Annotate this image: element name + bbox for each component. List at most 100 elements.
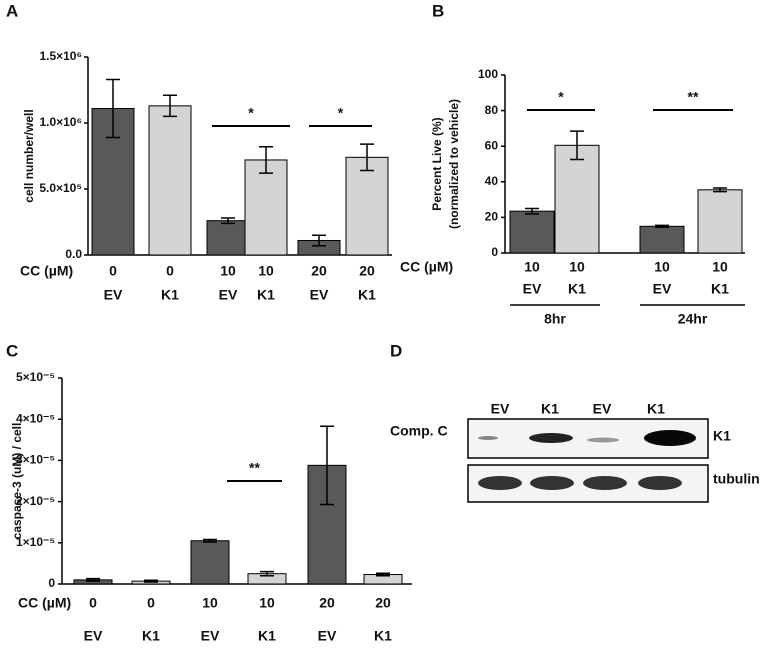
y-axis-label: Percent Live (%) [430, 117, 444, 210]
y-tick-label: 0.0 [65, 247, 82, 261]
x-group-label: EV [523, 281, 542, 297]
x-tick-label: 20 [359, 263, 375, 279]
x-group-label: K1 [374, 628, 392, 644]
x-tick-label: 0 [89, 595, 97, 611]
error-bar [713, 187, 727, 193]
x-axis-label: CC (µM) [18, 595, 71, 611]
lane-label: K1 [647, 401, 665, 417]
error-bar [259, 146, 273, 174]
y-tick-label: 2×10⁻⁵ [16, 494, 55, 508]
error-bar [360, 143, 374, 172]
panel-letter: A [6, 1, 18, 20]
error-bar [320, 425, 334, 506]
significance-label: ** [688, 89, 699, 105]
x-tick-label: 10 [220, 263, 236, 279]
x-group-label: K1 [711, 281, 729, 297]
x-tick-label: 20 [311, 263, 327, 279]
x-group-label: EV [104, 287, 123, 303]
x-tick-label: 0 [147, 595, 155, 611]
bar [244, 159, 288, 256]
y-axis-label: (normalized to vehicle) [447, 99, 461, 229]
x-group-label: EV [84, 628, 103, 644]
panel-letter: C [6, 341, 18, 360]
time-group-label: 24hr [678, 311, 708, 327]
blot-band [587, 437, 619, 443]
blot-band [529, 433, 573, 443]
blot-band [583, 476, 627, 490]
x-tick-label: 10 [524, 259, 540, 275]
error-bar [260, 570, 274, 577]
error-bar [525, 207, 539, 215]
y-tick-label: 80 [485, 103, 499, 117]
y-tick-label: 60 [485, 138, 499, 152]
bar [697, 189, 743, 254]
error-bar [655, 224, 669, 228]
significance-label: * [338, 105, 344, 121]
x-group-label: K1 [142, 628, 160, 644]
x-tick-label: 20 [375, 595, 391, 611]
significance-label: * [248, 105, 254, 121]
x-group-label: EV [653, 281, 672, 297]
y-axis-label: caspase-3 (uM) / cell [10, 423, 24, 540]
x-tick-label: 10 [712, 259, 728, 275]
y-tick-label: 1.5×10⁶ [39, 49, 82, 63]
blot-band [478, 476, 522, 490]
y-tick-label: 40 [485, 174, 499, 188]
treatment-label: Comp. C [390, 423, 448, 439]
lane-label: K1 [541, 401, 559, 417]
significance-label: ** [249, 460, 260, 476]
y-tick-label: 5.0×10⁵ [39, 181, 82, 195]
bar [554, 144, 600, 254]
x-tick-label: 10 [259, 595, 275, 611]
bar [91, 107, 135, 256]
x-axis-label: CC (µM) [20, 263, 73, 279]
y-tick-label: 100 [478, 67, 498, 81]
error-bar [312, 234, 326, 247]
x-tick-label: 0 [109, 263, 117, 279]
bar [509, 210, 555, 254]
band-label: tubulin [713, 471, 760, 487]
time-group-label: 8hr [544, 311, 566, 327]
x-tick-label: 10 [654, 259, 670, 275]
band-label: K1 [713, 428, 731, 444]
x-group-label: EV [219, 287, 238, 303]
y-axis-label: cell number/well [22, 109, 36, 202]
x-axis-label: CC (µM) [400, 259, 453, 275]
lane-label: EV [491, 401, 510, 417]
x-group-label: K1 [257, 287, 275, 303]
error-bar [221, 217, 235, 225]
y-tick-label: 1×10⁻⁵ [16, 535, 55, 549]
x-group-label: EV [310, 287, 329, 303]
bar [190, 540, 230, 585]
significance-label: * [558, 89, 564, 105]
x-group-label: K1 [258, 628, 276, 644]
x-tick-label: 0 [166, 263, 174, 279]
error-bar [144, 579, 158, 583]
y-tick-label: 1.0×10⁶ [39, 115, 82, 129]
x-tick-label: 20 [319, 595, 335, 611]
y-tick-label: 4×10⁻⁵ [16, 411, 55, 425]
blot-band [478, 436, 498, 440]
x-group-label: EV [201, 628, 220, 644]
error-bar [163, 94, 177, 118]
x-tick-label: 10 [569, 259, 585, 275]
blot-band [644, 430, 696, 446]
y-tick-label: 0 [491, 245, 498, 259]
lane-label: EV [593, 401, 612, 417]
bar [345, 156, 389, 256]
error-bar [203, 538, 217, 543]
error-bar [106, 78, 120, 139]
y-tick-label: 5×10⁻⁵ [16, 370, 55, 384]
x-group-label: K1 [161, 287, 179, 303]
y-tick-label: 20 [485, 210, 499, 224]
panel-letter: D [390, 341, 402, 360]
x-tick-label: 10 [258, 263, 274, 279]
error-bar [376, 572, 390, 577]
y-tick-label: 0 [48, 576, 55, 590]
bar [206, 220, 250, 256]
panel-letter: B [432, 1, 444, 20]
blot-band [530, 476, 574, 490]
x-group-label: EV [318, 628, 337, 644]
